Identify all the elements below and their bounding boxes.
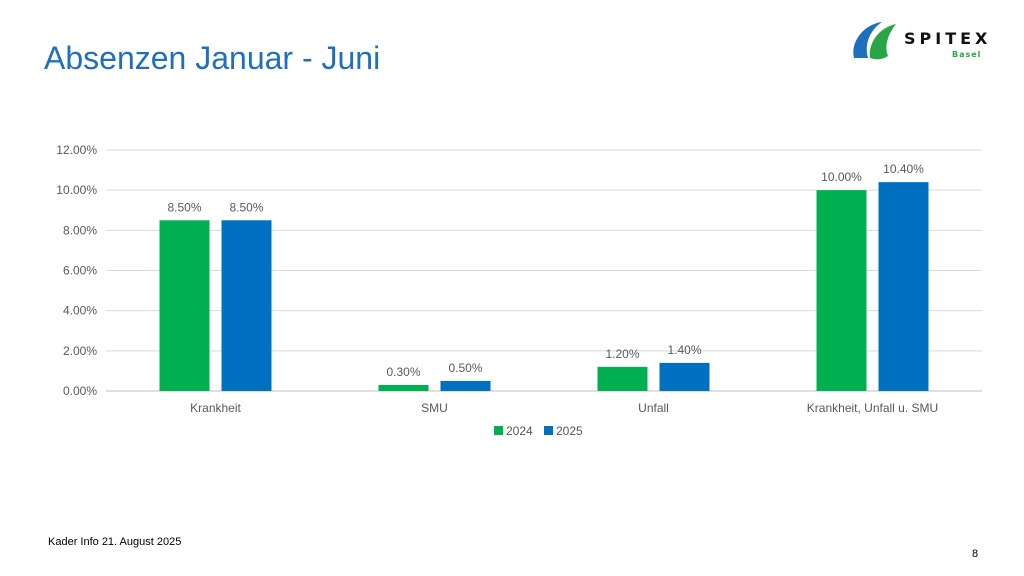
data-label: 0.30% bbox=[386, 365, 420, 379]
slide-title: Absenzen Januar - Juni bbox=[44, 40, 381, 76]
bar-2024 bbox=[378, 384, 429, 391]
footer-text: Kader Info 21. August 2025 bbox=[48, 536, 182, 548]
data-label: 1.20% bbox=[605, 347, 639, 361]
legend-label: 2024 bbox=[506, 424, 533, 438]
logo-wordmark: SPITEX bbox=[904, 29, 992, 48]
data-label: 8.50% bbox=[167, 200, 201, 214]
y-tick-label: 6.00% bbox=[63, 264, 97, 278]
bar-2025 bbox=[440, 380, 491, 391]
bar-2024 bbox=[816, 190, 867, 391]
y-tick-label: 2.00% bbox=[63, 344, 97, 358]
legend-label: 2025 bbox=[556, 424, 583, 438]
y-tick-label: 8.00% bbox=[63, 223, 97, 237]
x-tick-label: Krankheit, Unfall u. SMU bbox=[807, 401, 938, 415]
bar-2025 bbox=[878, 182, 929, 391]
data-label: 8.50% bbox=[229, 200, 263, 214]
legend-swatch-2025 bbox=[544, 426, 553, 435]
bar-2025 bbox=[221, 220, 272, 391]
page-number: 8 bbox=[972, 548, 979, 560]
legend-swatch-2024 bbox=[494, 426, 503, 435]
spitex-swoosh-icon bbox=[853, 22, 896, 60]
bar-2025 bbox=[659, 362, 710, 391]
y-tick-label: 4.00% bbox=[63, 304, 97, 318]
data-label: 0.50% bbox=[448, 361, 482, 375]
y-tick-label: 10.00% bbox=[56, 183, 97, 197]
data-label: 1.40% bbox=[667, 343, 701, 357]
spitex-logo: SPITEX Basel bbox=[848, 18, 988, 64]
y-tick-label: 0.00% bbox=[63, 384, 97, 398]
data-label: 10.40% bbox=[883, 162, 924, 176]
x-tick-label: SMU bbox=[421, 401, 448, 415]
x-tick-label: Krankheit bbox=[190, 401, 241, 415]
y-tick-label: 12.00% bbox=[56, 143, 97, 157]
x-tick-label: Unfall bbox=[638, 401, 669, 415]
bar-2024 bbox=[159, 220, 210, 391]
bar-2024 bbox=[597, 366, 648, 391]
logo-subtitle: Basel bbox=[952, 50, 982, 59]
data-label: 10.00% bbox=[821, 170, 862, 184]
